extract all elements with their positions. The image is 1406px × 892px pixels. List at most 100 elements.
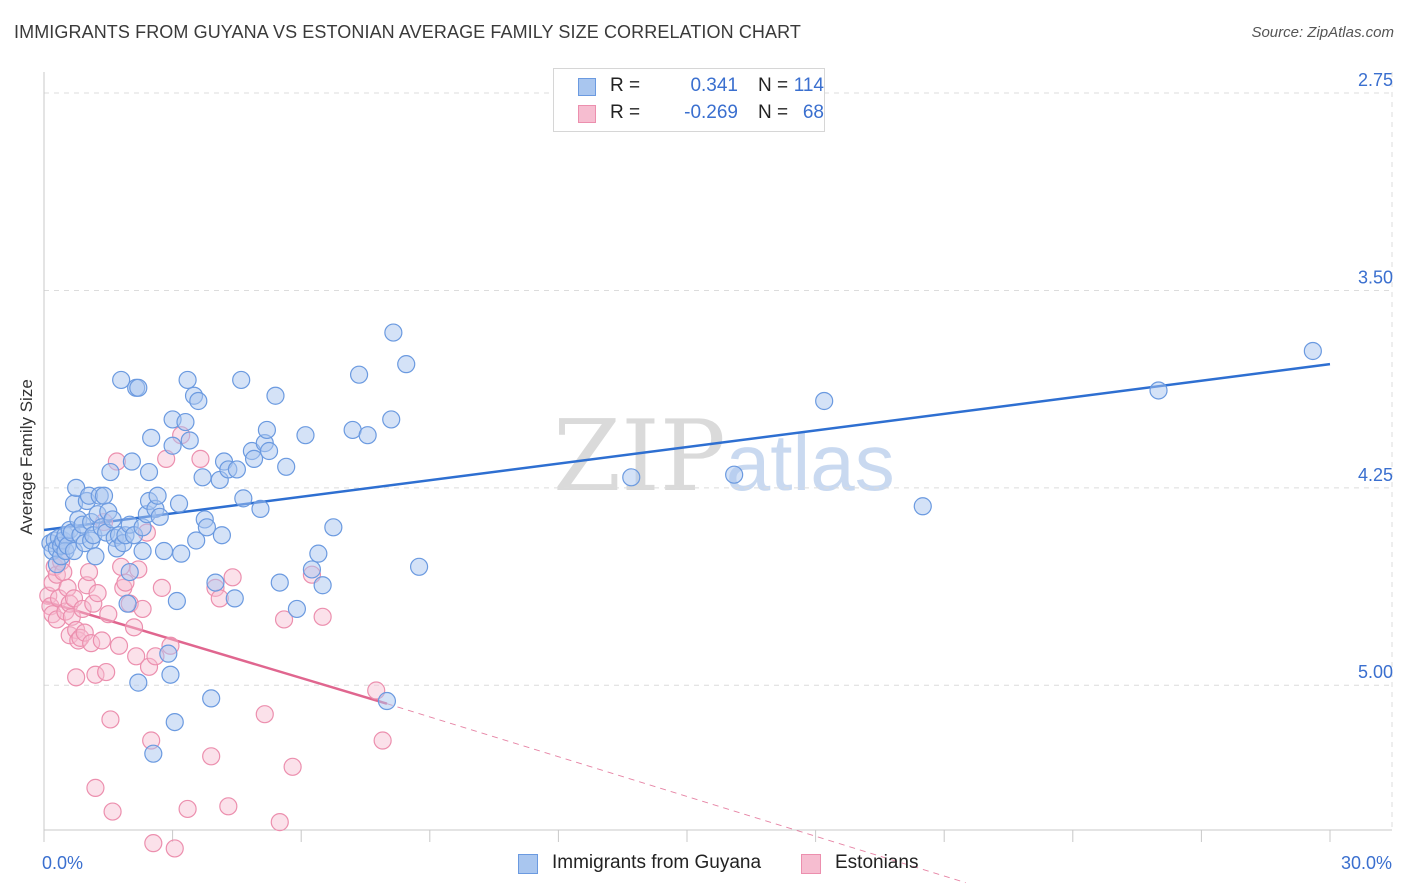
estonians-trend-extension bbox=[386, 703, 966, 884]
estonians-point bbox=[165, 839, 184, 858]
guyana-point bbox=[122, 452, 141, 471]
watermark: ZIPatlas bbox=[553, 400, 895, 514]
guyana-point bbox=[193, 468, 212, 487]
estonians-point bbox=[73, 599, 92, 619]
guyana-point bbox=[313, 576, 332, 595]
y-tick-label: 5.00 bbox=[1358, 662, 1393, 682]
legend-n-label: N = bbox=[758, 102, 789, 123]
estonians-point bbox=[178, 799, 197, 819]
legend-r-label: R = bbox=[610, 102, 641, 123]
guyana-point bbox=[129, 673, 148, 692]
guyana-point bbox=[86, 547, 105, 566]
series-legend: Immigrants from Guyana Estonians bbox=[0, 852, 1406, 878]
guyana-point bbox=[161, 665, 180, 684]
guyana-point bbox=[232, 370, 251, 390]
guyana-point bbox=[382, 410, 401, 429]
guyana-point bbox=[94, 486, 114, 505]
guyana-point bbox=[324, 518, 343, 537]
guyana-point bbox=[234, 489, 253, 508]
guyana-point bbox=[358, 426, 377, 445]
estonians-point bbox=[255, 705, 274, 724]
guyana-point bbox=[189, 391, 208, 411]
guyana-point bbox=[176, 412, 195, 432]
guyana-point bbox=[277, 457, 296, 476]
guyana-point bbox=[225, 589, 244, 608]
estonians-point bbox=[270, 813, 289, 832]
estonians-point bbox=[92, 631, 111, 650]
guyana-point bbox=[187, 531, 206, 550]
guyana-point bbox=[251, 499, 270, 519]
estonians-point bbox=[124, 618, 144, 637]
estonians-point bbox=[202, 747, 221, 766]
guyana-point bbox=[259, 441, 279, 461]
guyana-point bbox=[129, 378, 148, 397]
guyana-point bbox=[159, 644, 178, 663]
legend-n-value: 114 bbox=[793, 75, 824, 96]
legend-r-value: 0.341 bbox=[690, 75, 738, 96]
guyana-point bbox=[142, 428, 161, 447]
y-tick-label: 4.25 bbox=[1358, 465, 1393, 485]
guyana-point bbox=[815, 391, 834, 411]
estonians-point bbox=[67, 668, 86, 687]
guyana-point bbox=[197, 518, 216, 537]
source-label: Source: ZipAtlas.com bbox=[1251, 24, 1394, 41]
guyana-point bbox=[1149, 381, 1168, 400]
legend-r-value: -0.269 bbox=[684, 102, 738, 123]
guyana-point bbox=[150, 507, 169, 526]
estonians-point bbox=[313, 607, 332, 626]
estonians-point bbox=[99, 605, 118, 624]
x-tick-max: 30.0% bbox=[1340, 853, 1392, 873]
guyana-point bbox=[154, 541, 174, 561]
estonians-point bbox=[58, 578, 77, 597]
guyana-point bbox=[165, 712, 184, 732]
estonians-point bbox=[373, 731, 392, 750]
estonians-point bbox=[82, 634, 101, 653]
legend-n-value: 68 bbox=[802, 102, 824, 123]
watermark-zip: ZIP bbox=[553, 400, 726, 514]
guyana-points bbox=[41, 323, 1322, 763]
y-tick-labels: 5.00 4.25 3.50 2.75 bbox=[1358, 70, 1393, 682]
guyana-point bbox=[202, 689, 221, 708]
estonians-point bbox=[88, 584, 107, 603]
estonians-point bbox=[109, 636, 129, 655]
guyana-point bbox=[112, 370, 131, 390]
estonians-point bbox=[223, 568, 242, 587]
estonians-point bbox=[144, 834, 163, 853]
legend-swatch-blue bbox=[578, 78, 596, 96]
guyana-point bbox=[377, 691, 397, 711]
guyana-point bbox=[1303, 341, 1322, 361]
legend-swatch-pink bbox=[578, 105, 596, 123]
guyana-point bbox=[244, 449, 264, 468]
guyana-point bbox=[172, 544, 191, 563]
guyana-point bbox=[913, 497, 932, 516]
estonians-point bbox=[283, 757, 302, 776]
legend-r-label: R = bbox=[610, 75, 641, 96]
guyana-point bbox=[257, 420, 277, 440]
guyana-point bbox=[227, 460, 246, 479]
guyana-point bbox=[287, 599, 307, 619]
estonians-point bbox=[127, 647, 146, 666]
y-tick-label: 2.75 bbox=[1358, 70, 1393, 90]
estonians-point bbox=[86, 778, 105, 797]
guyana-point bbox=[296, 426, 315, 445]
estonians-point bbox=[86, 665, 105, 684]
guyana-trend-line bbox=[43, 362, 1331, 532]
estonians-point bbox=[103, 802, 122, 821]
guyana-point bbox=[167, 591, 186, 611]
guyana-point bbox=[180, 431, 199, 450]
guyana-point bbox=[144, 744, 163, 763]
guyana-point bbox=[270, 573, 289, 592]
guyana-point bbox=[101, 462, 120, 482]
legend-swatch-blue bbox=[518, 854, 538, 874]
guyana-point bbox=[266, 386, 285, 405]
estonians-point bbox=[101, 710, 120, 729]
guyana-point bbox=[169, 494, 189, 513]
guyana-point bbox=[397, 355, 416, 374]
estonians-point bbox=[79, 562, 99, 582]
axes bbox=[43, 72, 1392, 842]
guyana-point bbox=[409, 557, 429, 576]
guyana-point bbox=[133, 541, 152, 561]
guyana-point bbox=[622, 468, 641, 487]
estonians-point bbox=[274, 610, 294, 629]
